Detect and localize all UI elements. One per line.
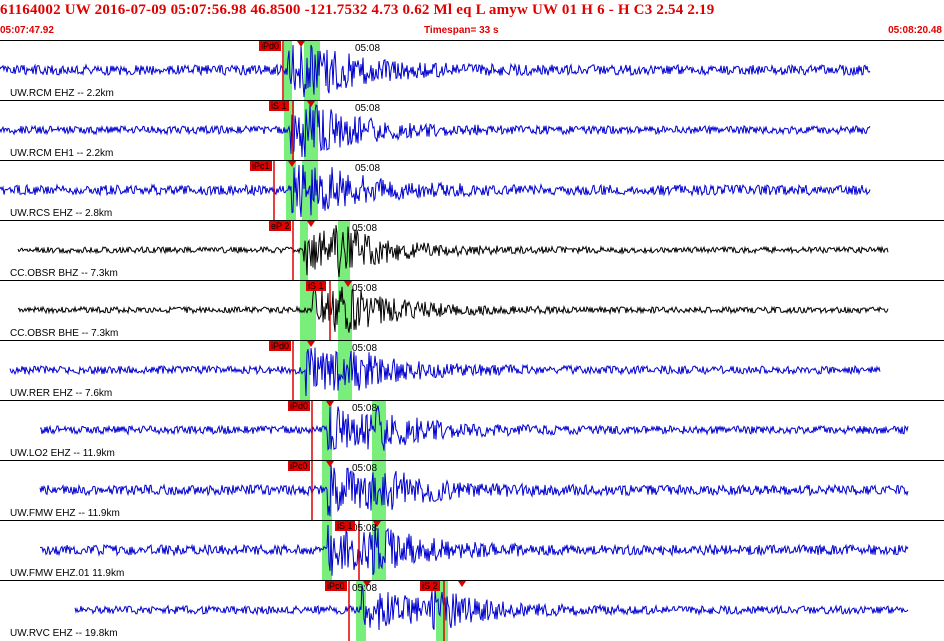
seismic-trace xyxy=(17,224,889,278)
seismogram-panels[interactable]: 05:08 iPd0 UW.RCM EHZ -- 2.2km 05:08 iS 1 UW.… xyxy=(0,40,944,641)
seismic-trace xyxy=(39,524,909,576)
channel-label: UW.RCM EHZ -- 2.2km xyxy=(10,88,114,99)
pick-window xyxy=(436,581,448,641)
pick-window xyxy=(300,281,316,341)
time-tick-label: 05:08 xyxy=(355,43,381,54)
pick-label[interactable]: iS 1 xyxy=(269,101,289,111)
time-tick-label: 05:08 xyxy=(355,163,381,174)
pick-marker-icon xyxy=(363,581,371,587)
seismic-trace xyxy=(39,405,909,451)
seismic-trace xyxy=(17,286,889,333)
pick-label[interactable]: iPc0 xyxy=(288,461,310,471)
header-bar: 61164002 UW 2016-07-09 05:07:56.98 46.85… xyxy=(0,0,944,36)
pick-label[interactable]: iPc1 xyxy=(250,161,272,171)
pick-marker-icon xyxy=(307,221,315,227)
pick-window xyxy=(284,101,294,161)
time-tick-label: 05:08 xyxy=(352,463,378,474)
waveform xyxy=(39,461,909,521)
pick-window xyxy=(322,521,332,581)
seismic-trace xyxy=(0,164,871,218)
channel-label: UW.RVC EHZ -- 19.8km xyxy=(10,628,118,639)
pick-label[interactable]: iPd0 xyxy=(269,341,292,351)
pick-label[interactable]: iPd0 xyxy=(288,401,311,411)
seismic-trace xyxy=(0,104,871,158)
time-tick-label: 05:08 xyxy=(352,343,378,354)
pick-label[interactable]: iS 1 xyxy=(335,521,355,531)
trace-panel[interactable]: 05:08 iPd0 UW.LO2 EHZ -- 11.9km xyxy=(0,400,944,461)
pick-marker-icon xyxy=(344,281,352,287)
waveform xyxy=(0,161,871,221)
time-tick-label: 05:08 xyxy=(352,583,378,594)
waveform xyxy=(17,281,889,341)
pick-window xyxy=(338,341,352,401)
seismic-trace xyxy=(74,584,909,631)
channel-label: CC.OBSR BHE -- 7.3km xyxy=(10,328,119,339)
seismic-trace xyxy=(39,465,909,517)
trace-panel[interactable]: 05:08 iPc0 UW.FMW EHZ -- 11.9km xyxy=(0,460,944,521)
time-tick-label: 05:08 xyxy=(352,403,378,414)
channel-label: UW.RCS EHZ -- 2.8km xyxy=(10,208,113,219)
pick-window xyxy=(338,221,350,281)
pick-marker-icon xyxy=(288,161,296,167)
pick-marker-icon xyxy=(307,101,315,107)
waveform xyxy=(17,221,889,281)
channel-label: UW.FMW EHZ.01 11.9km xyxy=(10,568,125,579)
trace-panel[interactable]: 05:08 iS 1 UW.RCM EH1 -- 2.2km xyxy=(0,100,944,161)
pick-marker-icon xyxy=(307,341,315,347)
pick-label[interactable]: eP 2 xyxy=(269,221,292,231)
event-title: 61164002 UW 2016-07-09 05:07:56.98 46.85… xyxy=(0,2,715,18)
trace-panel[interactable]: 05:08 iPd0 UW.RCM EHZ -- 2.2km xyxy=(0,40,944,101)
pick-window xyxy=(356,581,366,641)
pick-label[interactable]: iS 2 xyxy=(420,581,440,591)
pick-label[interactable]: iS 1 xyxy=(306,281,326,291)
channel-label: UW.RER EHZ -- 7.6km xyxy=(10,388,113,399)
trace-panel[interactable]: 05:08 iS 1 UW.FMW EHZ.01 11.9km xyxy=(0,520,944,581)
waveform xyxy=(0,41,871,101)
time-tick-label: 05:08 xyxy=(355,103,381,114)
trace-panel[interactable]: 05:08 iPd0 UW.RER EHZ -- 7.6km xyxy=(0,340,944,401)
end-time: 05:08:20.48 xyxy=(888,25,942,36)
waveform xyxy=(9,341,881,401)
trace-panel[interactable]: 05:08 iPc1 UW.RCS EHZ -- 2.8km xyxy=(0,160,944,221)
time-tick-label: 05:08 xyxy=(352,283,378,294)
channel-label: CC.OBSR BHZ -- 7.3km xyxy=(10,268,118,279)
trace-panel[interactable]: 05:08 iS 1 CC.OBSR BHE -- 7.3km xyxy=(0,280,944,341)
pick-window xyxy=(284,41,292,101)
pick-window xyxy=(300,221,308,281)
seismic-trace xyxy=(0,44,871,98)
pick-marker-icon xyxy=(326,461,334,467)
waveform xyxy=(74,581,909,641)
waveform xyxy=(39,401,909,461)
channel-label: UW.LO2 EHZ -- 11.9km xyxy=(10,448,115,459)
channel-label: UW.RCM EH1 -- 2.2km xyxy=(10,148,114,159)
pick-marker-icon xyxy=(373,521,381,527)
pick-label[interactable]: iPd0 xyxy=(259,41,282,51)
waveform xyxy=(39,521,909,581)
start-time: 05:07:47.92 xyxy=(0,25,54,36)
pick-label[interactable]: iPc0 xyxy=(325,581,347,591)
time-tick-label: 05:08 xyxy=(352,523,378,534)
seismic-trace xyxy=(9,347,881,397)
trace-panel[interactable]: 05:08 iPc0 iS 2 UW.RVC EHZ -- 19.8km xyxy=(0,580,944,641)
time-tick-label: 05:08 xyxy=(352,223,378,234)
pick-marker-icon xyxy=(297,41,305,47)
channel-label: UW.FMW EHZ -- 11.9km xyxy=(10,508,120,519)
timespan: Timespan= 33 s xyxy=(424,25,499,36)
pick-marker-icon xyxy=(458,581,466,587)
pick-marker-icon xyxy=(326,401,334,407)
trace-panel[interactable]: 05:08 eP 2 CC.OBSR BHZ -- 7.3km xyxy=(0,220,944,281)
waveform xyxy=(0,101,871,161)
